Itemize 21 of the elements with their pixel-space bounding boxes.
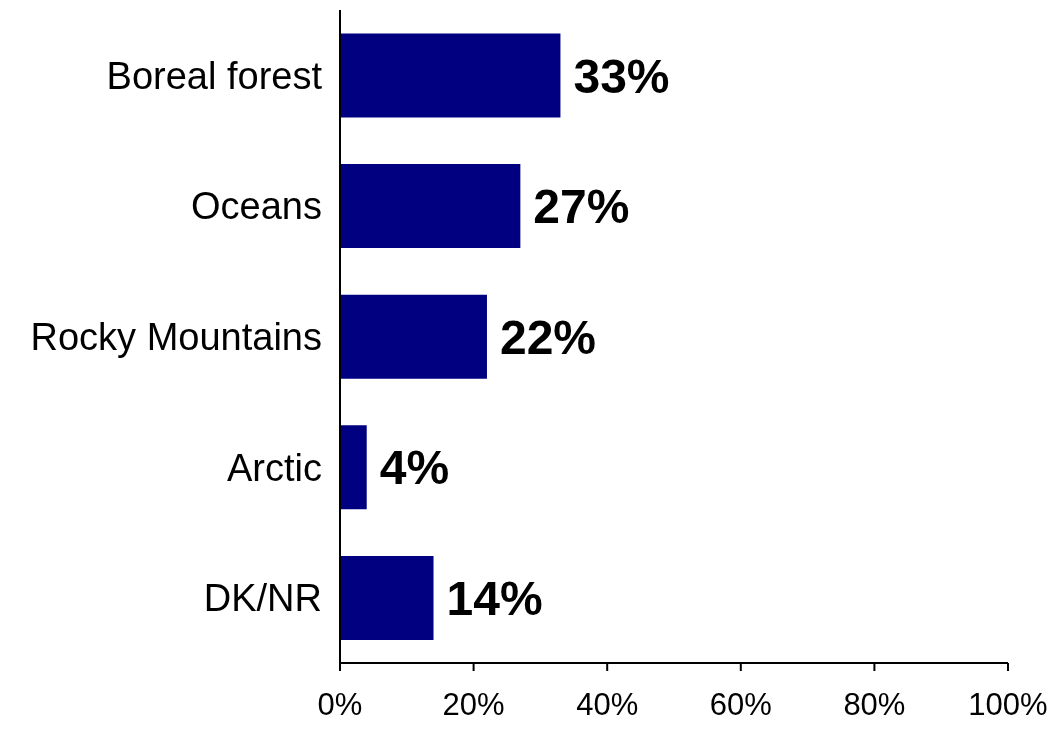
bar	[340, 164, 521, 249]
y-tick-label: Rocky Mountains	[30, 315, 322, 358]
x-tick-label: 40%	[576, 687, 639, 723]
bar	[340, 33, 561, 118]
x-tick-label: 100%	[968, 687, 1048, 723]
y-tick-label: Boreal forest	[106, 54, 323, 97]
y-tick-label: Oceans	[191, 185, 322, 228]
bar	[340, 555, 434, 640]
data-label: 27%	[533, 180, 630, 234]
y-tick-label: Arctic	[227, 446, 322, 489]
data-label: 33%	[573, 49, 670, 103]
y-tick-label: DK/NR	[203, 577, 322, 620]
data-label: 4%	[379, 441, 450, 495]
x-tick-label: 20%	[442, 687, 505, 723]
data-label: 14%	[446, 571, 543, 625]
bar	[340, 425, 367, 510]
x-tick-label: 0%	[317, 687, 363, 723]
x-tick-label: 60%	[709, 687, 772, 723]
bar	[340, 294, 487, 379]
x-tick-label: 80%	[843, 687, 906, 723]
data-label: 22%	[499, 310, 597, 364]
